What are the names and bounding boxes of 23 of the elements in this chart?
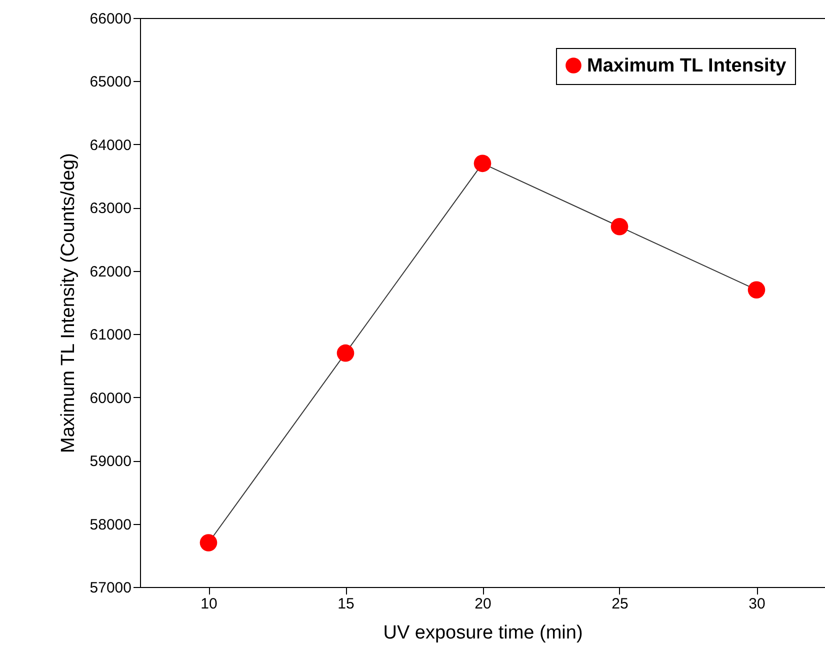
y-tick-label: 66000 <box>90 10 132 28</box>
y-axis-title: Maximum TL Intensity (Counts/deg) <box>58 153 79 453</box>
y-tick-label: 57000 <box>90 580 132 596</box>
y-tick-label: 63000 <box>90 200 132 218</box>
y-tick-label: 62000 <box>90 263 132 280</box>
x-axis-title: UV exposure time (min) <box>383 622 583 644</box>
y-tick-label: 59000 <box>90 453 132 470</box>
y-tick-label: 58000 <box>90 516 132 534</box>
y-tick-label: 60000 <box>90 390 132 407</box>
point <box>200 534 218 552</box>
legend-label: Maximum TL Intensity <box>587 56 787 76</box>
point <box>474 154 492 172</box>
y-tick-label: 64000 <box>90 136 132 154</box>
x-tick-label: 15 <box>338 596 354 612</box>
point <box>610 218 628 236</box>
y-tick-label: 61000 <box>90 326 132 344</box>
x-tick-label: 10 <box>200 596 218 612</box>
x-tick-label: 20 <box>474 596 492 612</box>
point <box>336 344 354 362</box>
x-tick-label: 30 <box>748 596 766 612</box>
y-tick-label: 65000 <box>90 74 132 91</box>
point <box>748 281 766 298</box>
x-tick-label: 25 <box>612 596 628 612</box>
